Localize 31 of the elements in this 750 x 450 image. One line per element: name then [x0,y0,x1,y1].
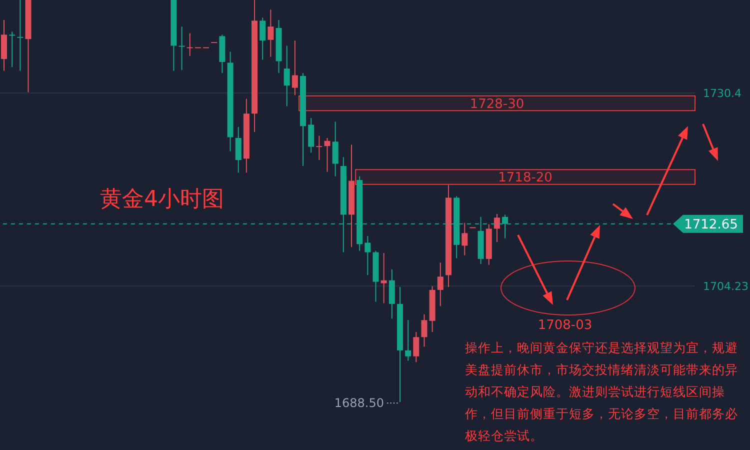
band-label: 1718-20 [498,170,552,186]
text: 黄金4小时图 [100,186,224,214]
candlestick [324,137,330,172]
candlestick [388,268,395,320]
ref-line-label: 1712.65 [684,217,738,232]
candlestick [405,320,412,362]
candlestick [186,32,193,57]
annotation: 操作上，晚间黄金保守还是选择观望为宜，规避美盘提前休市，市场交投情绪清淡可能带来的异动和不确定风险。激进则尝试进行短线区间操作，但目前侧重于短多，无论多空，目前都务必极轻仓尝试。 [465,339,739,445]
candlestick [332,121,338,177]
candlestick [9,31,16,68]
candlestick [308,118,314,154]
annotation: 1688.50 [334,396,384,410]
candlestick [364,236,371,276]
candlestick [437,262,444,307]
candlestick [462,222,468,256]
candlestick [268,9,274,58]
candlestick [421,314,428,348]
band-label: 1728-30 [470,96,524,112]
candlestick [284,45,290,107]
candlestick [292,40,298,96]
candlestick [494,213,500,242]
candlestick [235,126,242,174]
candlestick [178,26,185,71]
y-tick-label: 1730.4 [703,86,742,100]
candlestick [316,135,322,161]
annotation: 1708-03 [538,318,592,333]
candlestick [17,0,24,72]
candlestick [413,331,420,363]
candlestick [260,17,266,60]
candlestick [380,252,387,304]
y-tick-label: 1704.23 [703,280,748,293]
